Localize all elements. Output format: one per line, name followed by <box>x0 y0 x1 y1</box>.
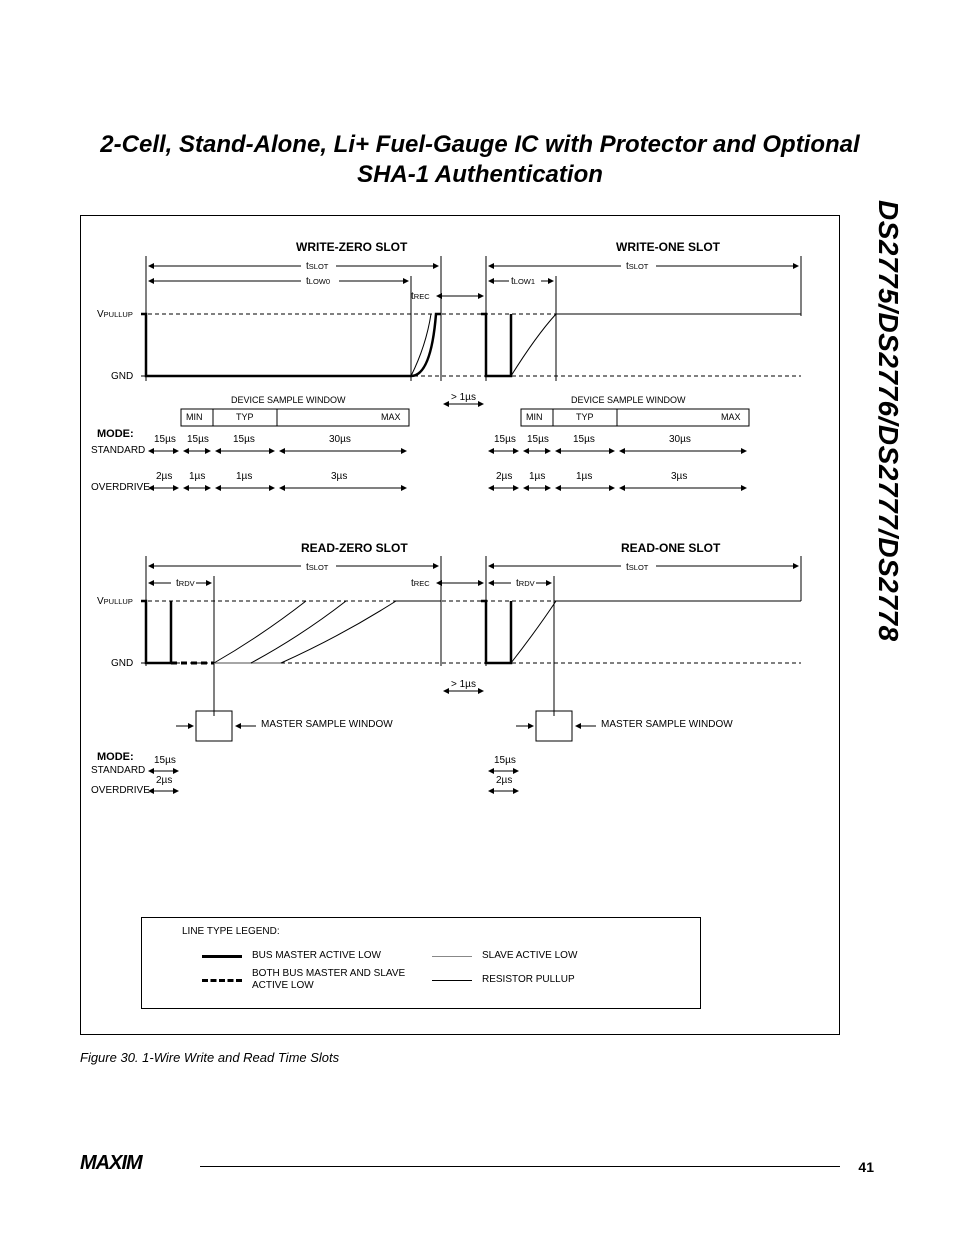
std-w0-1b: 15µs <box>233 434 255 445</box>
footer-rule <box>200 1166 840 1167</box>
standard-read: STANDARD <box>91 765 145 776</box>
legend-both: BOTH BUS MASTER AND SLAVE ACTIVE LOW <box>252 968 432 992</box>
standard-write: STANDARD <box>91 445 145 456</box>
overdrive-read: OVERDRIVE <box>91 785 150 796</box>
legend-title: LINE TYPE LEGEND: <box>182 926 280 937</box>
typ-0: TYP <box>236 412 254 422</box>
std-r1: 15µs <box>494 755 516 766</box>
gt1us-read: > 1µs <box>451 679 476 690</box>
max-0: MAX <box>381 412 401 422</box>
std-r0: 15µs <box>154 755 176 766</box>
min-0: MIN <box>186 412 203 422</box>
min-1: MIN <box>526 412 543 422</box>
ovd-w0-0: 2µs <box>156 471 172 482</box>
ovd-w1-1b: 1µs <box>576 471 592 482</box>
max-1: MAX <box>721 412 741 422</box>
std-w1-2: 30µs <box>669 434 691 445</box>
master-sample-1: MASTER SAMPLE WINDOW <box>601 719 733 730</box>
device-sample-window-0: DEVICE SAMPLE WINDOW <box>231 395 346 405</box>
legend-line-both <box>202 979 242 982</box>
ovd-w0-1: 1µs <box>189 471 205 482</box>
ovd-r1: 2µs <box>496 775 512 786</box>
ovd-r0: 2µs <box>156 775 172 786</box>
std-w1-1b: 15µs <box>573 434 595 445</box>
std-w0-1: 15µs <box>187 434 209 445</box>
legend-resistor: RESISTOR PULLUP <box>482 974 662 986</box>
page-number: 41 <box>858 1159 874 1175</box>
maxim-logo: MAXIM <box>80 1152 142 1175</box>
legend-slave: SLAVE ACTIVE LOW <box>482 950 662 962</box>
timing-diagram-figure: WRITE-ZERO SLOT WRITE-ONE SLOT tSLOT tSL… <box>80 215 840 1035</box>
legend-line-resistor <box>432 980 472 981</box>
ovd-w1-1: 1µs <box>529 471 545 482</box>
legend-line-slave <box>432 956 472 957</box>
legend-busmaster: BUS MASTER ACTIVE LOW <box>252 950 432 962</box>
std-w0-2: 30µs <box>329 434 351 445</box>
device-sample-window-1: DEVICE SAMPLE WINDOW <box>571 395 686 405</box>
mode-write: MODE: <box>97 428 134 440</box>
typ-1: TYP <box>576 412 594 422</box>
overdrive-write: OVERDRIVE <box>91 482 150 493</box>
ovd-w1-0: 2µs <box>496 471 512 482</box>
ovd-w0-2: 3µs <box>331 471 347 482</box>
ovd-w0-1b: 1µs <box>236 471 252 482</box>
write-waveform <box>81 216 841 556</box>
figure-caption: Figure 30. 1-Wire Write and Read Time Sl… <box>80 1050 339 1065</box>
legend-line-busmaster <box>202 955 242 958</box>
ovd-w1-2: 3µs <box>671 471 687 482</box>
part-number-sidebar: DS2775/DS2776/DS2777/DS2778 <box>872 200 904 642</box>
gt1us-write: > 1µs <box>451 392 476 403</box>
page-title: 2-Cell, Stand-Alone, Li+ Fuel-Gauge IC w… <box>80 130 880 190</box>
std-w0-0: 15µs <box>154 434 176 445</box>
mode-read: MODE: <box>97 751 134 763</box>
std-w1-1: 15µs <box>527 434 549 445</box>
std-w1-0: 15µs <box>494 434 516 445</box>
master-sample-0: MASTER SAMPLE WINDOW <box>261 719 393 730</box>
legend-box: LINE TYPE LEGEND: BUS MASTER ACTIVE LOW … <box>141 917 701 1009</box>
read-waveform <box>81 516 841 866</box>
